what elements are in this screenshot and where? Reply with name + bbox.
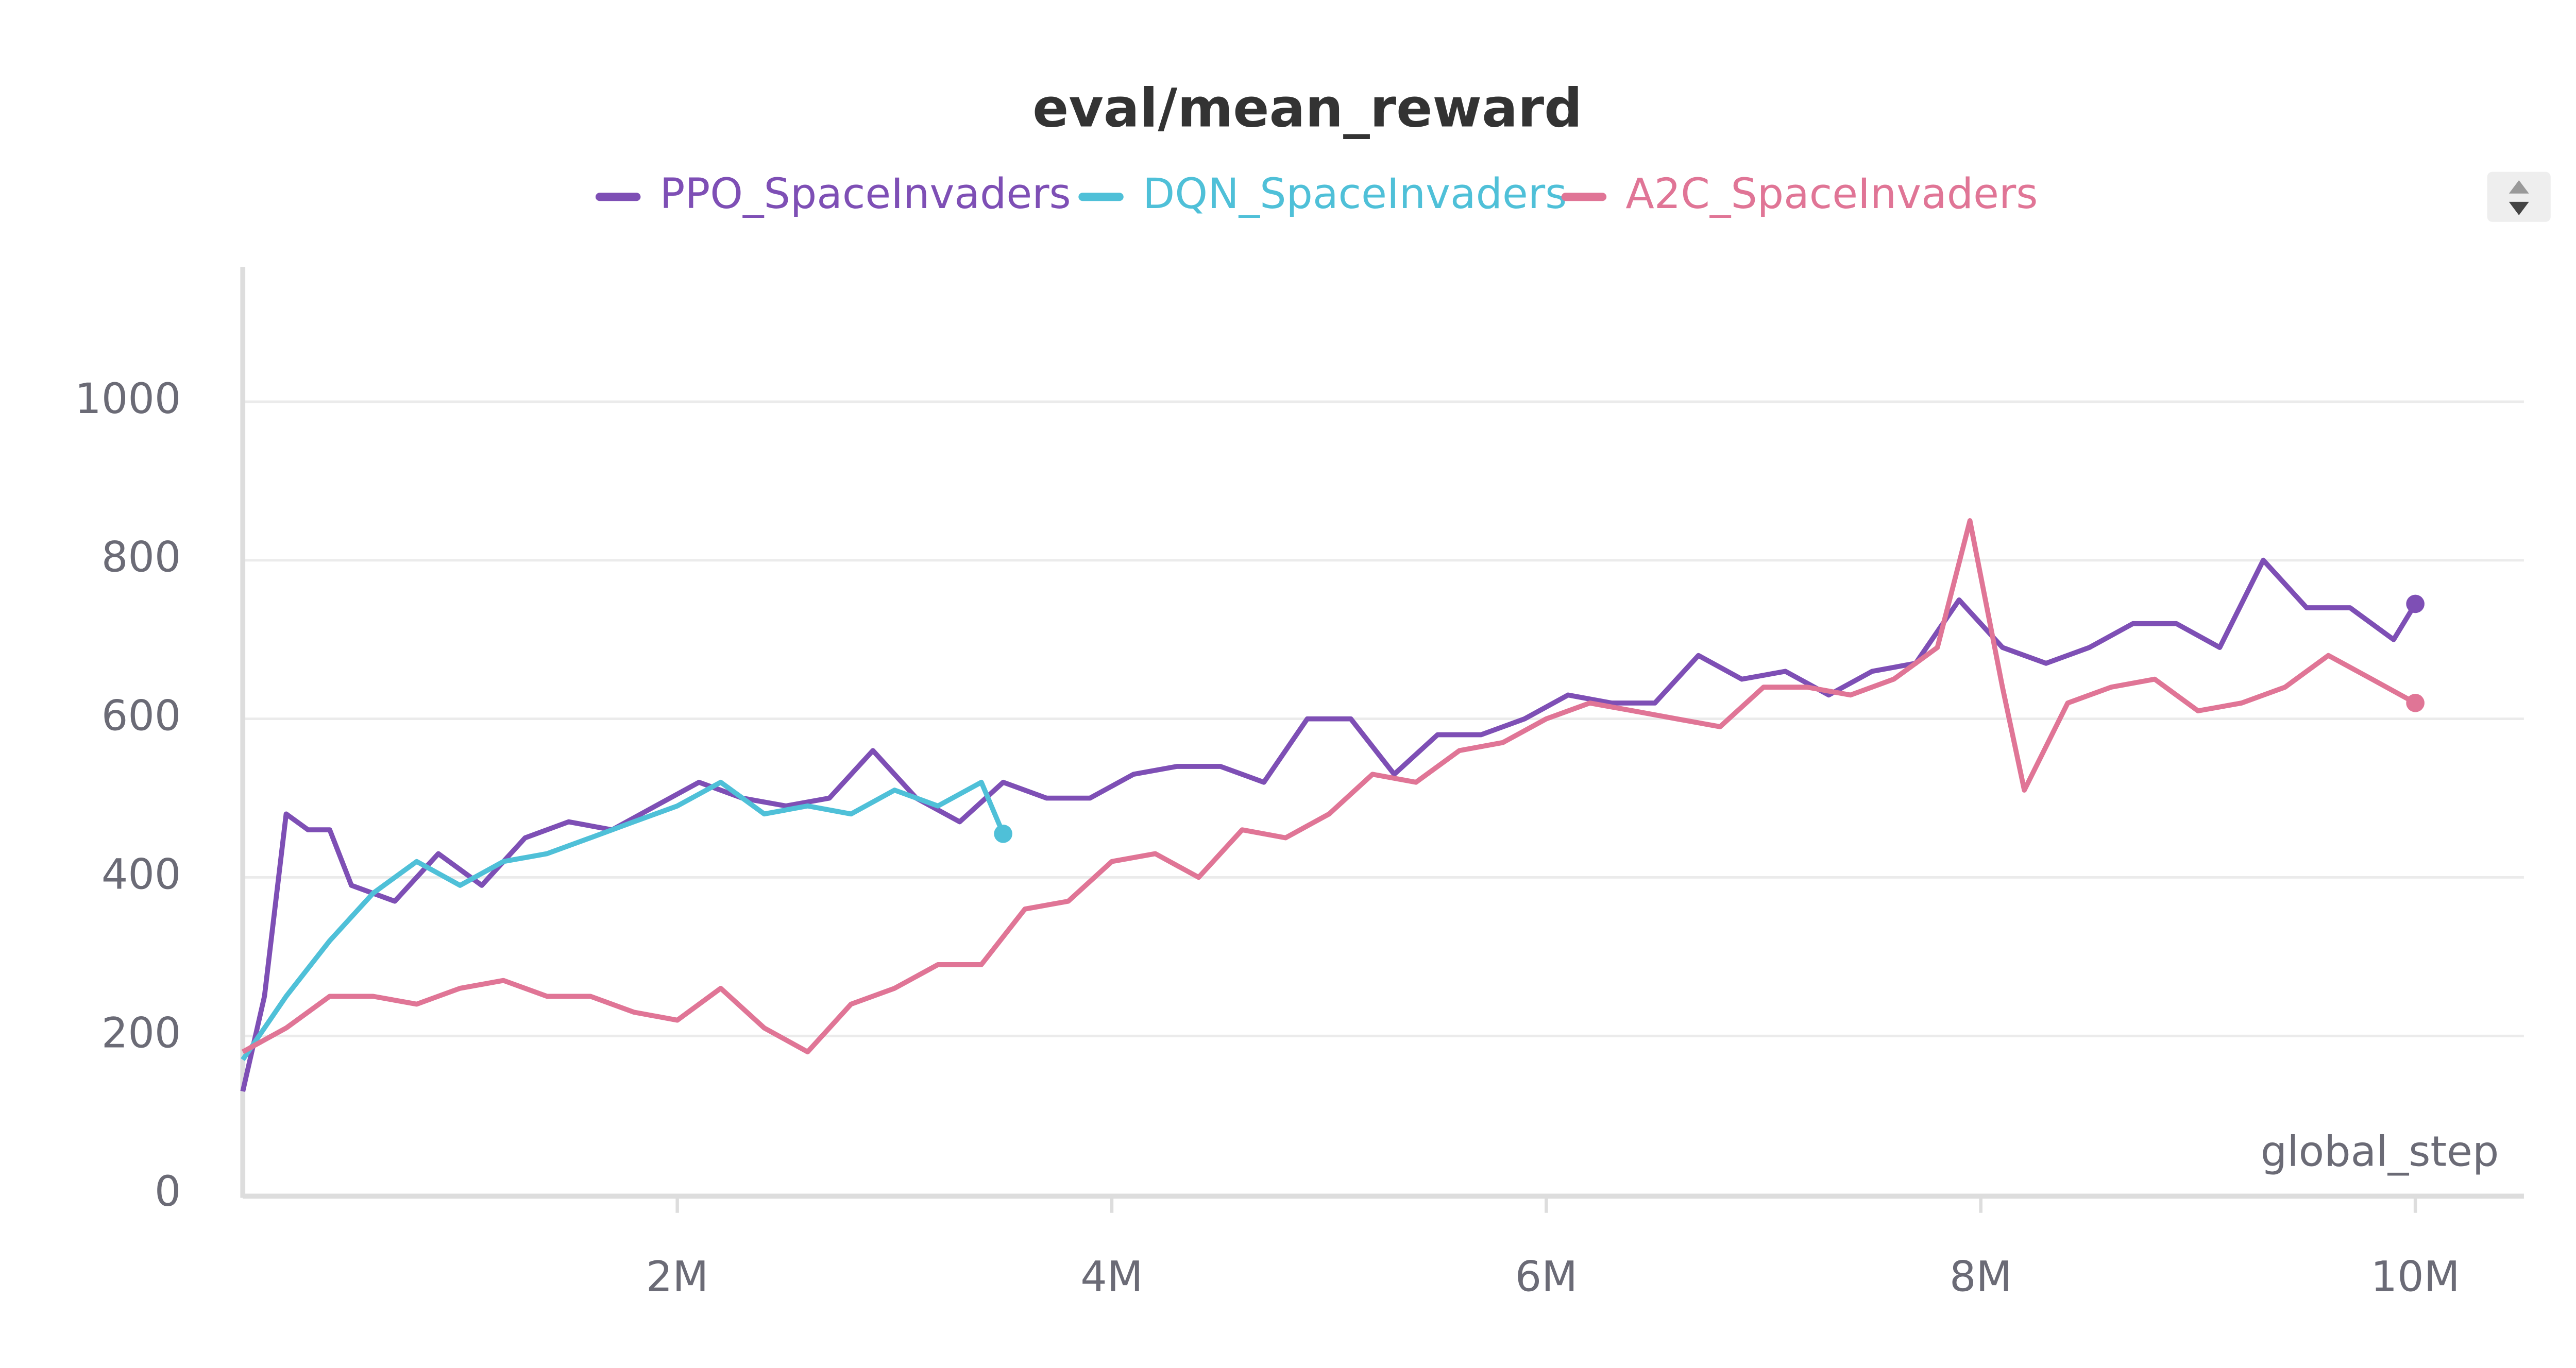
scroll-up[interactable] — [2509, 180, 2529, 194]
chart-title: eval/mean_reward — [1032, 77, 1582, 139]
grid: 0 200 400 600 800 1000 2M 4M 6M 8M 10M — [75, 375, 2524, 1301]
x-tick-label: 6M — [1515, 1253, 1578, 1301]
legend-label: A2C_SpaceInvaders — [1625, 170, 2038, 218]
end-point — [2406, 694, 2425, 712]
scroll-control[interactable] — [2487, 172, 2551, 222]
end-point — [2406, 594, 2425, 613]
series-line — [241, 518, 2417, 1055]
x-tick-label: 4M — [1080, 1253, 1143, 1301]
y-tick-label: 800 — [101, 534, 181, 582]
x-axis-label: global_step — [2261, 1127, 2499, 1176]
y-tick-label: 0 — [155, 1168, 181, 1216]
legend-label: PPO_SpaceInvaders — [660, 170, 1071, 218]
y-tick-label: 200 — [101, 1009, 181, 1057]
y-tick-label: 600 — [101, 692, 181, 741]
end-point — [994, 824, 1012, 843]
scroll-button[interactable] — [2487, 172, 2551, 222]
x-tick-label: 2M — [646, 1253, 708, 1301]
scroll-down[interactable] — [2509, 201, 2529, 215]
legend: PPO_SpaceInvaders DQN_SpaceInvaders A2C_Sp… — [595, 170, 2038, 218]
plot — [240, 518, 2425, 1092]
x-tick-label: 8M — [1950, 1253, 2012, 1301]
series-line — [241, 779, 1006, 1062]
x-tick-label: 10M — [2371, 1253, 2460, 1301]
legend-label: DQN_SpaceInvaders — [1143, 170, 1567, 218]
y-tick-label: 400 — [101, 850, 181, 899]
series-line — [240, 557, 2418, 1092]
y-tick-label: 1000 — [75, 375, 181, 423]
